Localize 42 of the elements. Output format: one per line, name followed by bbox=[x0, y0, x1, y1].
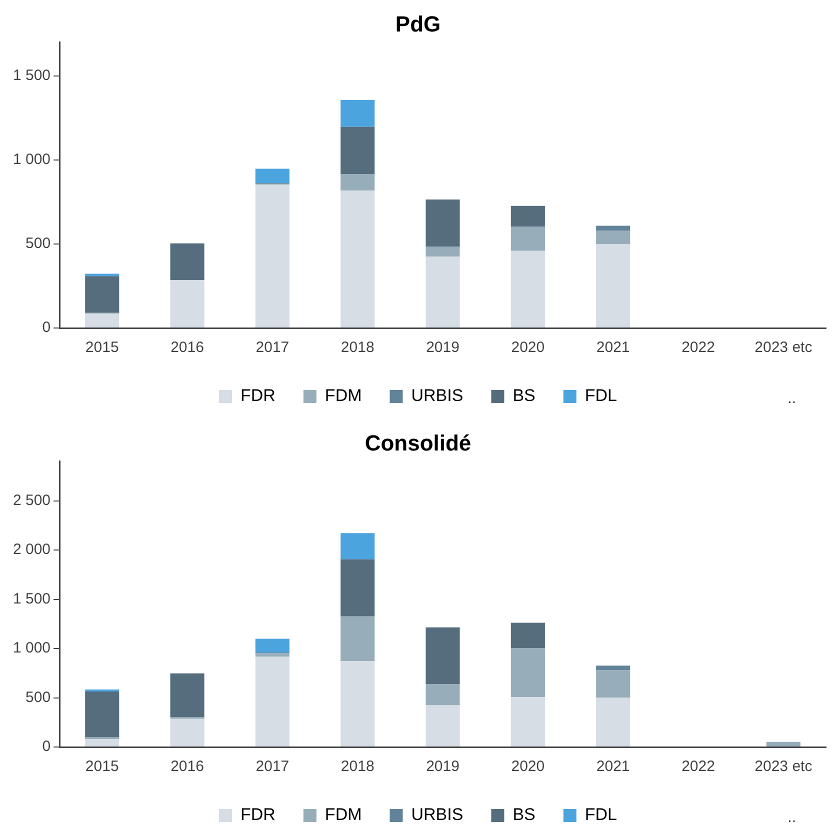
text: .. bbox=[788, 809, 796, 826]
legend-label: FDR bbox=[240, 805, 276, 824]
x-tick-label: 2016 bbox=[170, 339, 204, 356]
x-tick-label: 2021 bbox=[596, 758, 630, 776]
x-tick-label: 2020 bbox=[511, 758, 545, 776]
legend-label: FDL bbox=[584, 805, 618, 824]
legend-label: URBIS bbox=[411, 805, 464, 824]
x-tick-label: 2021 bbox=[596, 339, 630, 356]
x-tick-label: 2016 bbox=[170, 758, 204, 776]
legend-label: FDL bbox=[584, 386, 618, 406]
legend-label: FDR bbox=[240, 386, 276, 406]
y-tick-label: 1 500 bbox=[12, 590, 51, 608]
x-tick-label: 2017 bbox=[256, 339, 290, 356]
x-tick-label: 2022 bbox=[682, 758, 715, 776]
x-tick-label: 2018 bbox=[340, 758, 374, 776]
legend-label: URBIS bbox=[411, 386, 464, 406]
text: .. bbox=[788, 390, 796, 407]
x-tick-label: 2015 bbox=[85, 758, 119, 776]
x-tick-label: 2015 bbox=[85, 339, 119, 356]
y-tick-label: 1 000 bbox=[12, 640, 51, 657]
chart-title: Consolidé bbox=[364, 430, 472, 456]
legend-label: BS bbox=[512, 386, 536, 406]
y-tick-label: 500 bbox=[26, 235, 51, 252]
legend-label: FDM bbox=[324, 805, 362, 824]
y-tick-label: 0 bbox=[42, 319, 51, 336]
legend-label: FDM bbox=[324, 386, 362, 406]
x-tick-label: 2023 etc bbox=[754, 339, 813, 356]
x-tick-label: 2022 bbox=[682, 339, 715, 356]
legend-label: BS bbox=[512, 805, 536, 824]
y-tick-label: 2 500 bbox=[12, 492, 51, 509]
y-tick-label: 1 500 bbox=[12, 67, 51, 84]
x-tick-label: 2019 bbox=[426, 339, 460, 356]
y-tick-label: 500 bbox=[26, 688, 51, 706]
x-tick-label: 2019 bbox=[426, 758, 460, 776]
x-tick-label: 2020 bbox=[511, 339, 545, 356]
y-tick-label: 0 bbox=[42, 738, 51, 756]
chart-title: PdG bbox=[395, 11, 441, 36]
y-tick-label: 2 000 bbox=[12, 541, 51, 558]
x-tick-label: 2017 bbox=[256, 758, 290, 776]
x-tick-label: 2023 etc bbox=[754, 758, 813, 776]
x-tick-label: 2018 bbox=[340, 339, 374, 356]
y-tick-label: 1 000 bbox=[12, 151, 51, 168]
